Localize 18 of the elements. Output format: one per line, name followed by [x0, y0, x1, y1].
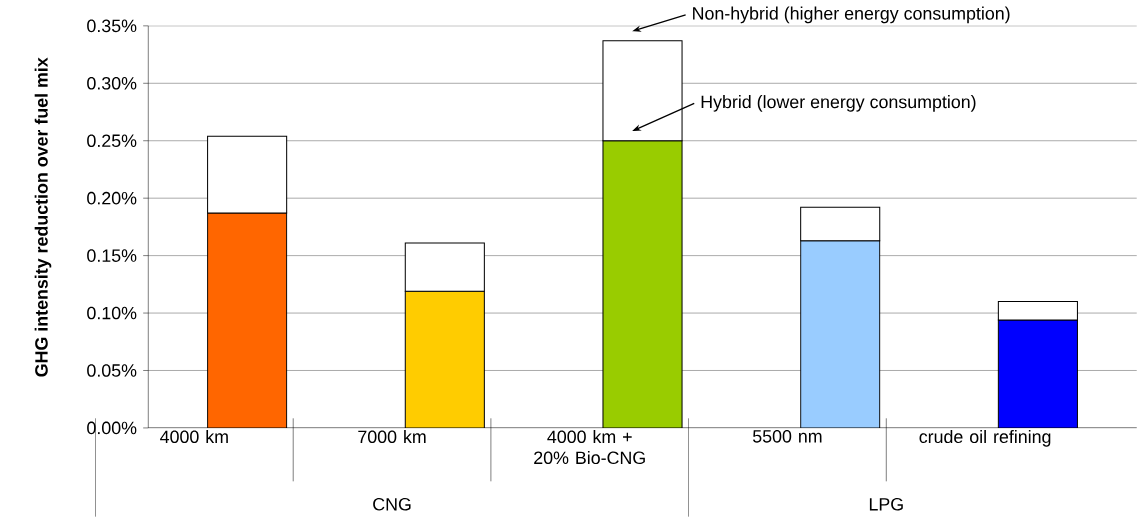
y-tick-label: 0.30% — [87, 77, 137, 90]
x-tick-label: 7000 km — [358, 430, 426, 444]
y-tick-label: 0.10% — [87, 306, 137, 320]
y-tick-label: 0.20% — [87, 191, 137, 205]
y-tick-label: 0.15% — [87, 249, 137, 262]
y-tick-label: 0.25% — [87, 134, 137, 148]
text: Non-hybrid (higher energy consumption) — [693, 6, 1010, 24]
x-tick-label: crude oil refining — [919, 430, 1051, 447]
y-tick-label: 0.35% — [87, 19, 137, 33]
text: LPG — [869, 497, 903, 511]
y-tick-label: 0.05% — [87, 364, 137, 377]
annotation: Hybrid (lower energy consumption) — [701, 95, 976, 112]
y-tick-label: 0.00% — [87, 421, 137, 435]
x-tick-label: 4000 km — [160, 430, 228, 444]
text: CNG — [373, 497, 411, 511]
y-axis-title: GHG intensity reduction over fuel mix — [34, 57, 52, 377]
x-tick-label: 5500 nm — [752, 430, 822, 443]
x-tick-label: 4000 km + 20% Bio-CNG — [534, 430, 645, 465]
